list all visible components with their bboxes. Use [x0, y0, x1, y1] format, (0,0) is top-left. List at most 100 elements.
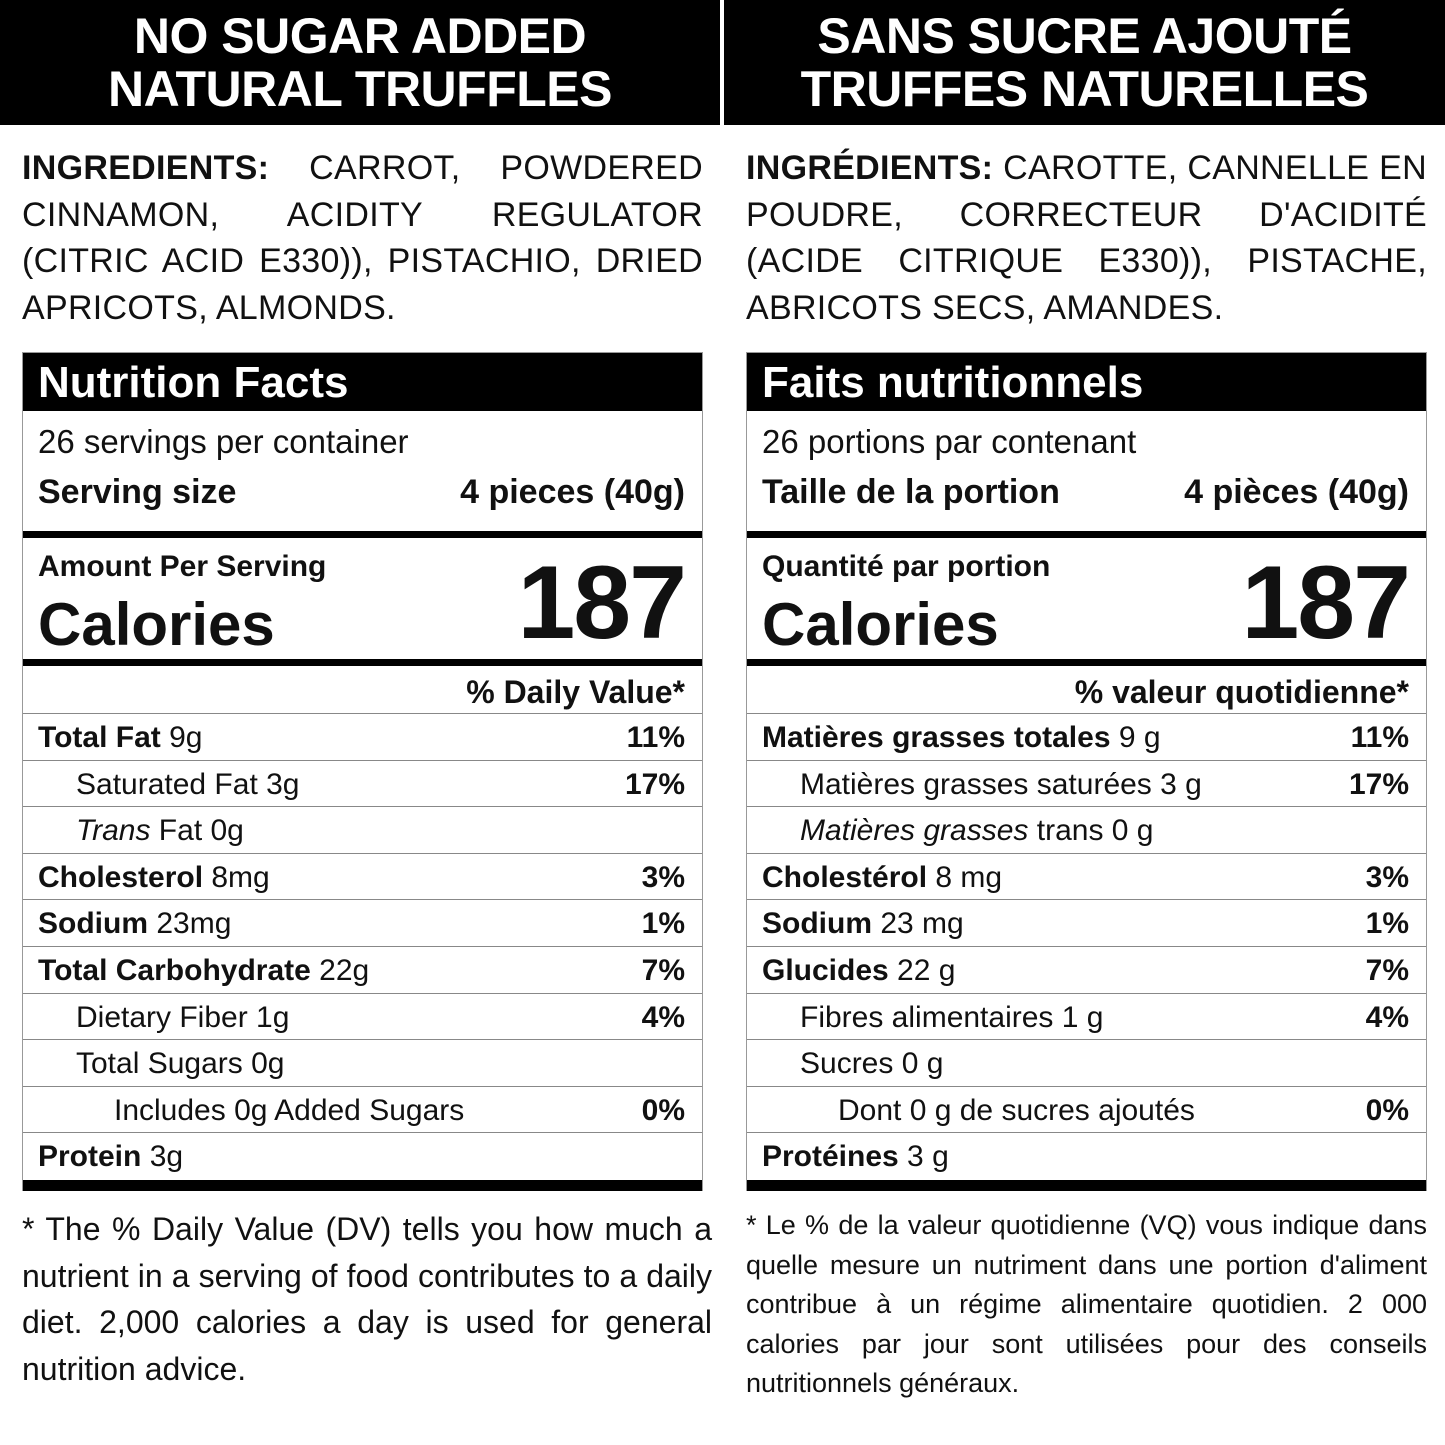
product-title-fr: SANS SUCRE AJOUTÉ TRUFFES NATURELLES: [724, 0, 1445, 125]
nutrient-name: Includes 0g Added Sugars: [23, 1087, 464, 1133]
nutrient-name: Glucides 22 g: [747, 947, 955, 993]
nutrient-label: Total Carbohydrate: [38, 953, 311, 987]
serving-size-row: Taille de la portion 4 pièces (40g): [747, 467, 1426, 531]
daily-value-percent: 0%: [641, 1093, 685, 1127]
calories-label: Calories: [762, 591, 999, 658]
amount-per-serving: Amount Per Serving: [38, 550, 327, 583]
divider: [747, 531, 1426, 538]
nutrient-amount: 22g: [310, 953, 370, 987]
nutrient-amount: Total Sugars 0g: [76, 1047, 285, 1081]
nutrient-row: Total Carbohydrate 22g 7%: [23, 947, 702, 994]
divider: [23, 1179, 702, 1191]
nutrient-name: Sodium 23mg: [23, 900, 231, 946]
daily-value-percent: 1%: [1365, 907, 1409, 941]
nutrient-rows: Total Fat 9g 11% Saturated Fat 3g 17% Trans …: [23, 714, 702, 1180]
footnote: * The % Daily Value (DV) tells you how m…: [22, 1211, 712, 1387]
nutrient-row: Sucres 0 g: [747, 1040, 1426, 1087]
daily-value-percent: 0%: [1365, 1093, 1409, 1127]
nutrient-label: Protein: [38, 1140, 142, 1174]
nutrient-name: Matières grasses trans 0 g: [747, 807, 1154, 853]
daily-value-percent: 3%: [641, 860, 685, 894]
nutrient-row: Total Sugars 0g: [23, 1040, 702, 1087]
nutrient-name: Total Carbohydrate 22g: [23, 947, 369, 993]
nutrient-amount: 8mg: [203, 860, 270, 894]
nutrient-row: Matières grasses totales 9 g 11%: [747, 714, 1426, 761]
nutrition-title: Nutrition Facts: [23, 353, 702, 411]
nutrient-row: Total Fat 9g 11%: [23, 714, 702, 761]
footnote: * Le % de la valeur quotidienne (VQ) vou…: [746, 1210, 1427, 1398]
nutrient-amount: 3g: [141, 1140, 184, 1174]
nutrient-label: Protéines: [762, 1140, 899, 1174]
nutrient-name: Protein 3g: [23, 1133, 183, 1180]
nutrient-label: Sodium: [762, 907, 872, 941]
divider: [747, 1179, 1426, 1191]
nutrient-row: Saturated Fat 3g 17%: [23, 761, 702, 808]
nutrient-row: Trans Fat 0g: [23, 807, 702, 854]
daily-value-percent: 11%: [1350, 721, 1409, 754]
nutrient-row: Sodium 23 mg 1%: [747, 900, 1426, 947]
nutrient-name: Protéines 3 g: [747, 1133, 949, 1180]
nutrient-name: Dont 0 g de sucres ajoutés: [747, 1087, 1195, 1133]
nutrient-label: Cholestérol: [762, 860, 928, 894]
nutrient-amount: 9 g: [1110, 721, 1161, 754]
nutrient-amount: 23mg: [148, 907, 232, 941]
nutrient-rows: Matières grasses totales 9 g 11% Matières …: [747, 714, 1426, 1180]
nutrient-row: Protein 3g: [23, 1133, 702, 1180]
calories-section: Quantité par portion Calories 187: [747, 538, 1426, 661]
calories-section: Amount Per Serving Calories 187: [23, 538, 702, 661]
nutrient-name: Total Fat 9g: [23, 714, 203, 760]
nutrient-row: Sodium 23mg 1%: [23, 900, 702, 947]
nutrient-label: Sodium: [38, 907, 148, 941]
nutrient-amount: trans 0 g: [1028, 814, 1154, 848]
daily-value-percent: 17%: [1348, 767, 1409, 801]
servings-per-container: 26 servings per container: [38, 423, 409, 460]
ingredients-list: CARROT, POWDERED CINNAMON, ACIDITY REGUL…: [22, 149, 703, 327]
nutrient-name: Dietary Fiber 1g: [23, 994, 289, 1040]
nutrient-amount: Sucres 0 g: [800, 1047, 944, 1081]
nutrient-amount: 9g: [160, 721, 203, 754]
nutrient-row: Glucides 22 g 7%: [747, 947, 1426, 994]
nutrient-row: Dont 0 g de sucres ajoutés 0%: [747, 1087, 1426, 1134]
nutrient-row: Cholesterol 8mg 3%: [23, 854, 702, 901]
ingredients: INGRÉDIENTS: CAROTTE, CANNELLE EN POUDRE…: [746, 145, 1427, 331]
nutrient-amount: 3 g: [898, 1140, 949, 1174]
nutrient-row: Dietary Fiber 1g 4%: [23, 994, 702, 1041]
nutrient-amount: Dont 0 g de sucres ajoutés: [838, 1093, 1195, 1127]
nutrient-name: Sucres 0 g: [747, 1040, 943, 1086]
nutrient-name: Cholestérol 8 mg: [747, 854, 1002, 900]
nutrient-amount: 23 mg: [872, 907, 964, 941]
nutrient-name: Matières grasses totales 9 g: [747, 714, 1161, 760]
nutrient-name: Total Sugars 0g: [23, 1040, 284, 1086]
ingredients-label: INGRÉDIENTS:: [746, 149, 994, 187]
nutrient-label: Glucides: [762, 953, 889, 987]
nutrient-label-italic: Matières grasses: [800, 814, 1029, 848]
daily-value-percent: 4%: [1365, 1000, 1409, 1034]
daily-value-percent: 4%: [641, 1000, 685, 1034]
nutrient-name: Matières grasses saturées 3 g: [747, 761, 1202, 807]
nutrition-facts-panel: Faits nutritionnels 26 portions par cont…: [746, 352, 1427, 1191]
divider: [23, 659, 702, 666]
nutrient-amount: Includes 0g Added Sugars: [114, 1093, 465, 1127]
nutrient-row: Fibres alimentaires 1 g 4%: [747, 994, 1426, 1041]
product-title-en: NO SUGAR ADDED NATURAL TRUFFLES: [0, 0, 720, 125]
nutrient-name: Cholesterol 8mg: [23, 854, 270, 900]
calories-value: 187: [517, 545, 687, 661]
daily-value-header: % valeur quotidienne*: [747, 666, 1426, 714]
nutrient-amount: Dietary Fiber 1g: [76, 1000, 290, 1034]
serving-size-row: Serving size 4 pieces (40g): [23, 467, 702, 531]
ingredients-label: INGREDIENTS:: [22, 149, 270, 187]
daily-value-percent: 11%: [626, 721, 685, 754]
nutrient-amount: 22 g: [888, 953, 956, 987]
nutrient-label-italic: Trans: [76, 814, 151, 848]
nutrient-name: Saturated Fat 3g: [23, 761, 299, 807]
nutrient-amount: Matières grasses saturées 3 g: [800, 767, 1202, 801]
nutrient-label: Cholesterol: [38, 860, 204, 894]
nutrient-name: Trans Fat 0g: [23, 807, 244, 853]
divider: [747, 659, 1426, 666]
daily-value-percent: 17%: [624, 767, 685, 801]
nutrient-name: Fibres alimentaires 1 g: [747, 994, 1103, 1040]
daily-value-percent: 7%: [641, 953, 685, 987]
nutrition-title: Faits nutritionnels: [747, 353, 1426, 411]
nutrient-row: Includes 0g Added Sugars 0%: [23, 1087, 702, 1134]
nutrient-row: Matières grasses trans 0 g: [747, 807, 1426, 854]
